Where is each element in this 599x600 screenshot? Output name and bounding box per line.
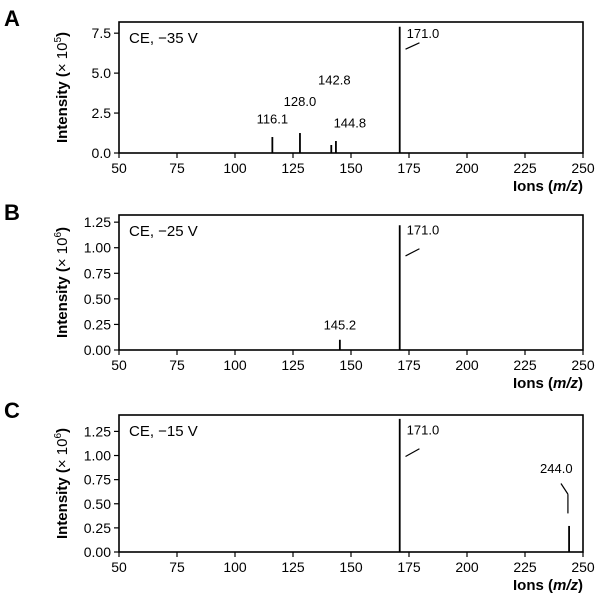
y-axis-title-main: Intensity ( [54,72,71,143]
y-axis-title: Intensity (× 106) [53,428,71,539]
peak-label: 171.0 [407,222,440,237]
y-axis-title-multiplier: × 10 [54,238,71,268]
x-tick-label: 175 [397,559,421,575]
y-tick-label: 0.00 [84,342,111,358]
x-axis-title-main: Ions ( [513,577,553,594]
y-axis-title-main: Intensity ( [54,267,71,338]
peak-label: 128.0 [284,94,317,109]
panel-letter: C [4,398,20,423]
y-tick-label: 1.00 [84,240,111,256]
x-tick-label: 225 [513,357,537,373]
peak-label: 244.0 [540,461,573,476]
y-axis-title-multiplier: × 10 [54,43,71,73]
x-axis-title-unit: m/z [553,178,579,195]
y-tick-label: 0.00 [84,544,111,560]
x-axis-title-unit: m/z [553,577,579,594]
y-axis-title: Intensity (× 105) [53,32,71,143]
x-tick-label: 75 [169,357,185,373]
x-tick-label: 250 [571,357,595,373]
panel-b: B 50 75 100 125 150 175 200 225 250 0.00 0.25 0.50 0.… [4,200,595,392]
x-tick-label: 225 [513,160,537,176]
y-tick-label: 0.75 [84,265,111,281]
y-tick-label: 1.00 [84,448,111,464]
x-tick-label: 250 [571,160,595,176]
x-axis-title-main: Ions ( [513,375,553,392]
y-axis-title-exponent: 6 [53,232,64,238]
x-tick-label: 50 [111,559,127,575]
peak-leader-line [405,448,420,458]
x-tick-label: 125 [281,357,305,373]
y-axis-title-end: ) [54,227,71,232]
y-axis-title: Intensity (× 106) [53,227,71,338]
peak-label: 144.8 [334,115,367,130]
y-tick-label: 0.0 [92,145,112,161]
y-axis-title-exponent: 5 [53,37,64,43]
x-axis-title-unit: m/z [553,375,579,392]
y-tick-label: 0.25 [84,316,111,332]
y-tick-label: 2.5 [92,105,112,121]
x-tick-label: 75 [169,559,185,575]
panel-c: C 50 75 100 125 150 175 200 225 250 0.00 0.25 0.50 0.… [4,398,595,594]
collision-energy-label: CE, −25 V [129,223,198,240]
y-axis-title-multiplier: × 10 [54,439,71,469]
collision-energy-label: CE, −35 V [129,30,198,47]
x-tick-label: 100 [223,559,247,575]
x-axis-title: Ions (m/z) [513,178,583,195]
x-axis-title-end: ) [578,577,583,594]
x-tick-label: 100 [223,357,247,373]
x-tick-label: 200 [455,559,479,575]
y-tick-label: 0.75 [84,472,111,488]
panel-letter: A [4,6,20,31]
x-axis-title: Ions (m/z) [513,577,583,594]
peak-leader-line [405,42,420,50]
y-tick-label: 0.50 [84,496,111,512]
x-tick-label: 50 [111,357,127,373]
y-tick-label: 1.25 [84,214,111,230]
peak-label: 145.2 [324,318,357,333]
panel-a: A 50 75 100 125 150 175 200 225 250 0.0 2.5 5.0 7.5 11… [4,6,595,195]
peak-label: 171.0 [407,422,440,437]
x-tick-label: 175 [397,160,421,176]
x-tick-label: 200 [455,357,479,373]
y-axis-title-main: Intensity ( [54,468,71,539]
panel-letter: B [4,200,20,225]
y-tick-label: 0.50 [84,291,111,307]
collision-energy-label: CE, −15 V [129,423,198,440]
x-tick-label: 250 [571,559,595,575]
y-axis-title-exponent: 6 [53,433,64,439]
x-tick-label: 150 [339,357,363,373]
y-axis-title-end: ) [54,428,71,433]
peak-leader-line [405,248,420,257]
y-tick-label: 1.25 [84,423,111,439]
x-tick-label: 175 [397,357,421,373]
x-axis-title-end: ) [578,178,583,195]
y-axis-title-end: ) [54,32,71,37]
peak-leader-line [560,483,569,495]
peak-label: 116.1 [257,111,289,126]
x-tick-label: 200 [455,160,479,176]
x-tick-label: 50 [111,160,127,176]
y-tick-label: 5.0 [92,65,112,81]
x-tick-label: 225 [513,559,537,575]
x-axis-title: Ions (m/z) [513,375,583,392]
peak-label: 142.8 [318,72,351,87]
x-axis-title-main: Ions ( [513,178,553,195]
y-tick-label: 7.5 [92,25,112,41]
y-tick-label: 0.25 [84,520,111,536]
x-tick-label: 150 [339,160,363,176]
x-tick-label: 125 [281,559,305,575]
x-tick-label: 100 [223,160,247,176]
x-tick-label: 125 [281,160,305,176]
x-tick-label: 150 [339,559,363,575]
x-axis-title-end: ) [578,375,583,392]
x-tick-label: 75 [169,160,185,176]
peak-label: 171.0 [407,26,440,41]
